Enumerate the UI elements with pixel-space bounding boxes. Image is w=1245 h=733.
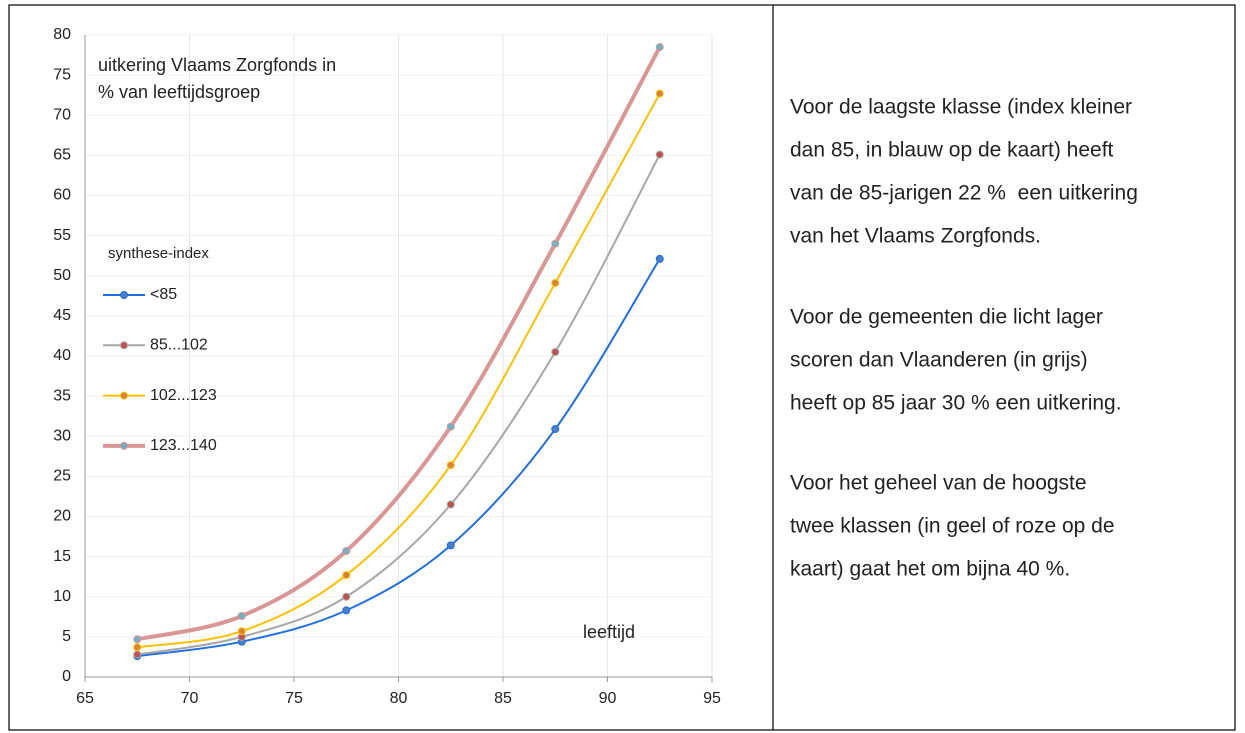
paragraph-line: heeft op 85 jaar 30 % een uitkering. [790,392,1122,415]
y-tick-label: 35 [53,387,71,404]
data-point [446,461,455,470]
legend-marker [120,441,128,450]
data-point [551,278,560,287]
paragraph-line: Voor het geheel van de hoogste [790,472,1087,495]
data-point [551,347,560,356]
y-tick-label: 40 [53,347,71,364]
y-tick-label: 20 [53,508,71,525]
data-point [133,635,142,644]
y-tick-label: 65 [53,147,71,164]
data-point [655,43,664,52]
data-point [446,422,455,431]
data-point [655,254,664,263]
y-tick-label: 70 [53,106,71,123]
y-tick-label: 60 [53,187,71,204]
data-point [133,650,142,659]
legend-label: 123...140 [150,437,217,454]
x-tick-label: 90 [599,690,617,707]
paragraph-line: Voor de laagste klasse (index kleiner [790,96,1132,119]
chart-title: uitkering Vlaams Zorgfonds in [98,55,336,75]
paragraph-line: van de 85-jarigen 22 % een uitkering [790,182,1138,205]
y-tick-label: 80 [53,26,71,43]
paragraph-line: dan 85, in blauw op de kaart) heeft [790,139,1114,162]
y-tick-label: 55 [53,227,71,244]
legend-label: 102...123 [150,387,217,404]
y-tick-label: 45 [53,307,71,324]
y-tick-label: 15 [53,548,71,565]
x-tick-label: 70 [181,690,199,707]
x-tick-label: 65 [76,690,94,707]
x-tick-label: 85 [494,690,512,707]
y-tick-label: 25 [53,468,71,485]
paragraph-line: kaart) gaat het om bijna 40 %. [790,558,1070,581]
data-point [655,89,664,98]
data-point [237,612,246,621]
data-point [551,425,560,434]
legend-label: <85 [150,286,177,303]
paragraph-line: Voor de gemeenten die licht lager [790,306,1103,329]
legend-marker [120,391,128,400]
data-point [446,541,455,550]
paragraph-line: van het Vlaams Zorgfonds. [790,225,1041,248]
legend-label: 85...102 [150,337,208,354]
paragraph-line: scoren dan Vlaanderen (in grijs) [790,349,1088,372]
data-point [237,627,246,636]
legend-marker [120,341,128,350]
data-point [342,571,351,580]
legend-marker [120,291,128,299]
data-point [446,500,455,509]
y-tick-label: 10 [53,588,71,605]
data-point [342,592,351,601]
table-border [8,4,1236,731]
y-tick-label: 75 [53,66,71,83]
y-tick-label: 50 [53,267,71,284]
chart-title: % van leeftijdsgroep [98,82,260,102]
data-point [655,150,664,159]
data-point [133,643,142,652]
data-point [342,547,351,556]
x-tick-label: 95 [703,690,721,707]
y-tick-label: 0 [62,668,71,685]
y-tick-label: 5 [62,628,71,645]
x-tick-label: 75 [285,690,303,707]
y-tick-label: 30 [53,427,71,444]
x-tick-label: 80 [390,690,408,707]
data-point [342,606,351,615]
legend-title: synthese-index [108,245,209,262]
paragraph-line: twee klassen (in geel of roze op de [790,515,1115,538]
x-axis-label: leeftijd [583,622,635,642]
data-point [551,239,560,248]
